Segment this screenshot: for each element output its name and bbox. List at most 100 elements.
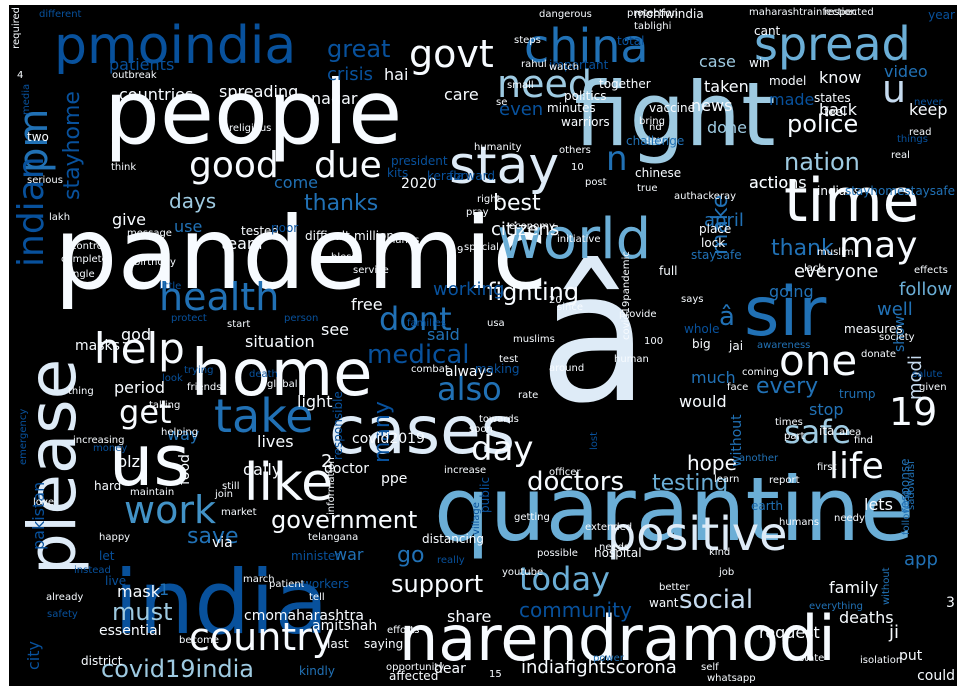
word-173: place [699,222,731,236]
word-126: family [829,578,878,597]
word-8: home [191,337,372,411]
word-61: go [397,543,424,568]
word-70: working [433,279,504,300]
word-91: back [819,100,858,119]
word-218: join [214,489,233,500]
word-33: life [829,446,884,487]
word-59: thank [771,236,834,261]
word-101: see [321,320,349,339]
word-224: distancing [422,532,484,546]
word-258: thing [68,386,94,397]
word-208: helping [161,427,198,438]
word-111: show [892,316,908,352]
word-73: follow [899,279,952,300]
word-319: extended [585,522,632,533]
word-205: death [249,369,278,380]
word-332: religious [229,123,271,134]
word-146: â [719,302,735,332]
word-263: become [179,635,219,646]
word-156: feel [824,105,846,119]
word-113: way [167,425,199,444]
word-63: testing [652,471,728,496]
word-96: come [274,173,318,192]
word-245: state [799,653,824,664]
word-242: kind [709,547,730,558]
word-42: n [606,139,628,179]
word-46: government [271,506,417,534]
word-287: challenge [626,134,684,148]
word-167: million [354,229,394,243]
word-22: one [779,336,857,385]
word-127: deaths [839,608,894,627]
word-190: measures [844,322,903,336]
word-37: dont [379,300,452,338]
word-253: person [284,313,318,324]
word-249: 15 [489,669,502,680]
word-195: 100 [644,336,663,347]
word-121: ppe [381,471,407,487]
word-286: authackeray [674,191,736,202]
word-335: required [11,7,22,49]
word-147: ita [819,424,834,438]
word-12: us [109,420,190,502]
word-235: report [769,475,800,486]
word-5: india [114,551,328,654]
word-326: lost [589,432,600,450]
word-75: even [499,99,543,120]
word-118: 2 [321,451,332,472]
word-299: lakh [49,212,70,223]
word-206: trying [184,365,213,376]
word-99: god [121,325,151,344]
word-324: public [478,477,492,513]
word-247: everything [809,601,863,612]
word-36: today [519,560,610,598]
word-94: give [112,210,146,229]
word-313: friends [187,382,221,393]
word-98: use [174,217,202,236]
word-240: find [854,435,873,446]
word-145: affected [389,669,438,683]
word-310: humans [779,517,819,528]
word-66: days [169,189,216,213]
word-80: hai [384,65,408,84]
word-215: already [46,592,83,603]
word-82: nagar [311,89,358,108]
word-281: others [559,145,591,156]
word-143: kindly [299,664,335,678]
word-212: happy [99,532,130,543]
word-291: watch [549,62,579,73]
word-78: patients [109,55,174,74]
word-43: medical [367,340,470,370]
word-283: post [585,177,607,188]
word-120: food [177,454,193,485]
word-322: without [881,567,892,605]
word-317: officer [549,467,581,478]
word-333: tablighi [634,21,671,32]
word-199: test [499,354,518,365]
word-49: police [787,110,858,138]
word-159: minutes [547,101,596,115]
word-114: lives [257,432,294,451]
word-174: lock [701,236,725,250]
word-246: self [701,662,719,673]
word-280: rahul [521,59,547,70]
word-97: 2020 [401,176,437,192]
word-95: team [221,234,263,253]
word-207: taking [149,400,180,411]
word-187: whole [684,322,719,336]
word-117: plz [117,452,140,471]
word-175: staysafe [691,248,742,262]
word-3: people [104,61,402,164]
word-155: states [814,91,851,105]
word-166: difficult [305,229,350,243]
word-318: needs [599,542,629,553]
word-31: need [497,62,592,106]
word-88: news [691,96,732,115]
word-83: taken [704,77,749,96]
word-213: let [99,549,115,563]
word-72: april [704,210,744,231]
word-191: society [879,332,915,343]
word-178: stayhomestaysafe [845,184,955,198]
word-71: citizens [491,219,559,240]
